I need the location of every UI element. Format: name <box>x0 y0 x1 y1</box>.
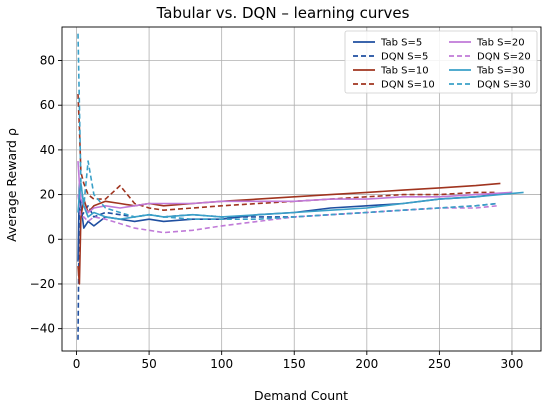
legend-label: Tab S=5 <box>380 38 422 49</box>
series-line-dqn-s-30 <box>77 33 498 220</box>
x-tick-label: 0 <box>73 357 81 371</box>
x-tick-label: 50 <box>141 357 156 371</box>
legend-label: DQN S=20 <box>477 52 531 63</box>
legend-label: DQN S=10 <box>381 80 435 91</box>
x-axis-label: Demand Count <box>254 388 348 403</box>
ticks: 0 50 100 150 200 250 300 −40 −20 0 20 40 60 80 <box>30 54 524 371</box>
y-tick-label: 0 <box>47 232 55 246</box>
series-line-tab-s-10 <box>77 182 501 285</box>
legend-label: Tab S=20 <box>476 38 525 49</box>
legend-label: Tab S=30 <box>476 66 525 77</box>
x-tick-label: 300 <box>501 357 524 371</box>
y-tick-label: 60 <box>40 98 55 112</box>
y-tick-label: −40 <box>30 322 55 336</box>
legend-label: DQN S=30 <box>477 80 531 91</box>
series-line-dqn-s-10 <box>77 93 498 211</box>
legend-label: Tab S=10 <box>380 66 429 77</box>
x-tick-label: 150 <box>283 357 306 371</box>
y-tick-label: 40 <box>40 143 55 157</box>
grid <box>62 27 541 351</box>
legend-label: DQN S=5 <box>381 52 428 63</box>
series-layer <box>77 33 524 340</box>
y-tick-label: 80 <box>40 54 55 68</box>
y-tick-label: −20 <box>30 277 55 291</box>
legend: Tab S=5 DQN S=5 Tab S=10 DQN S=10 Tab S=20 DQ… <box>344 30 538 94</box>
x-tick-label: 250 <box>428 357 451 371</box>
legend-box <box>344 30 538 94</box>
chart-title: Tabular vs. DQN – learning curves <box>156 4 410 22</box>
x-tick-label: 100 <box>210 357 233 371</box>
y-axis-label: Average Reward ρ <box>4 128 19 242</box>
x-tick-label: 200 <box>355 357 378 371</box>
plot-frame <box>61 26 542 352</box>
y-tick-label: 20 <box>40 188 55 202</box>
